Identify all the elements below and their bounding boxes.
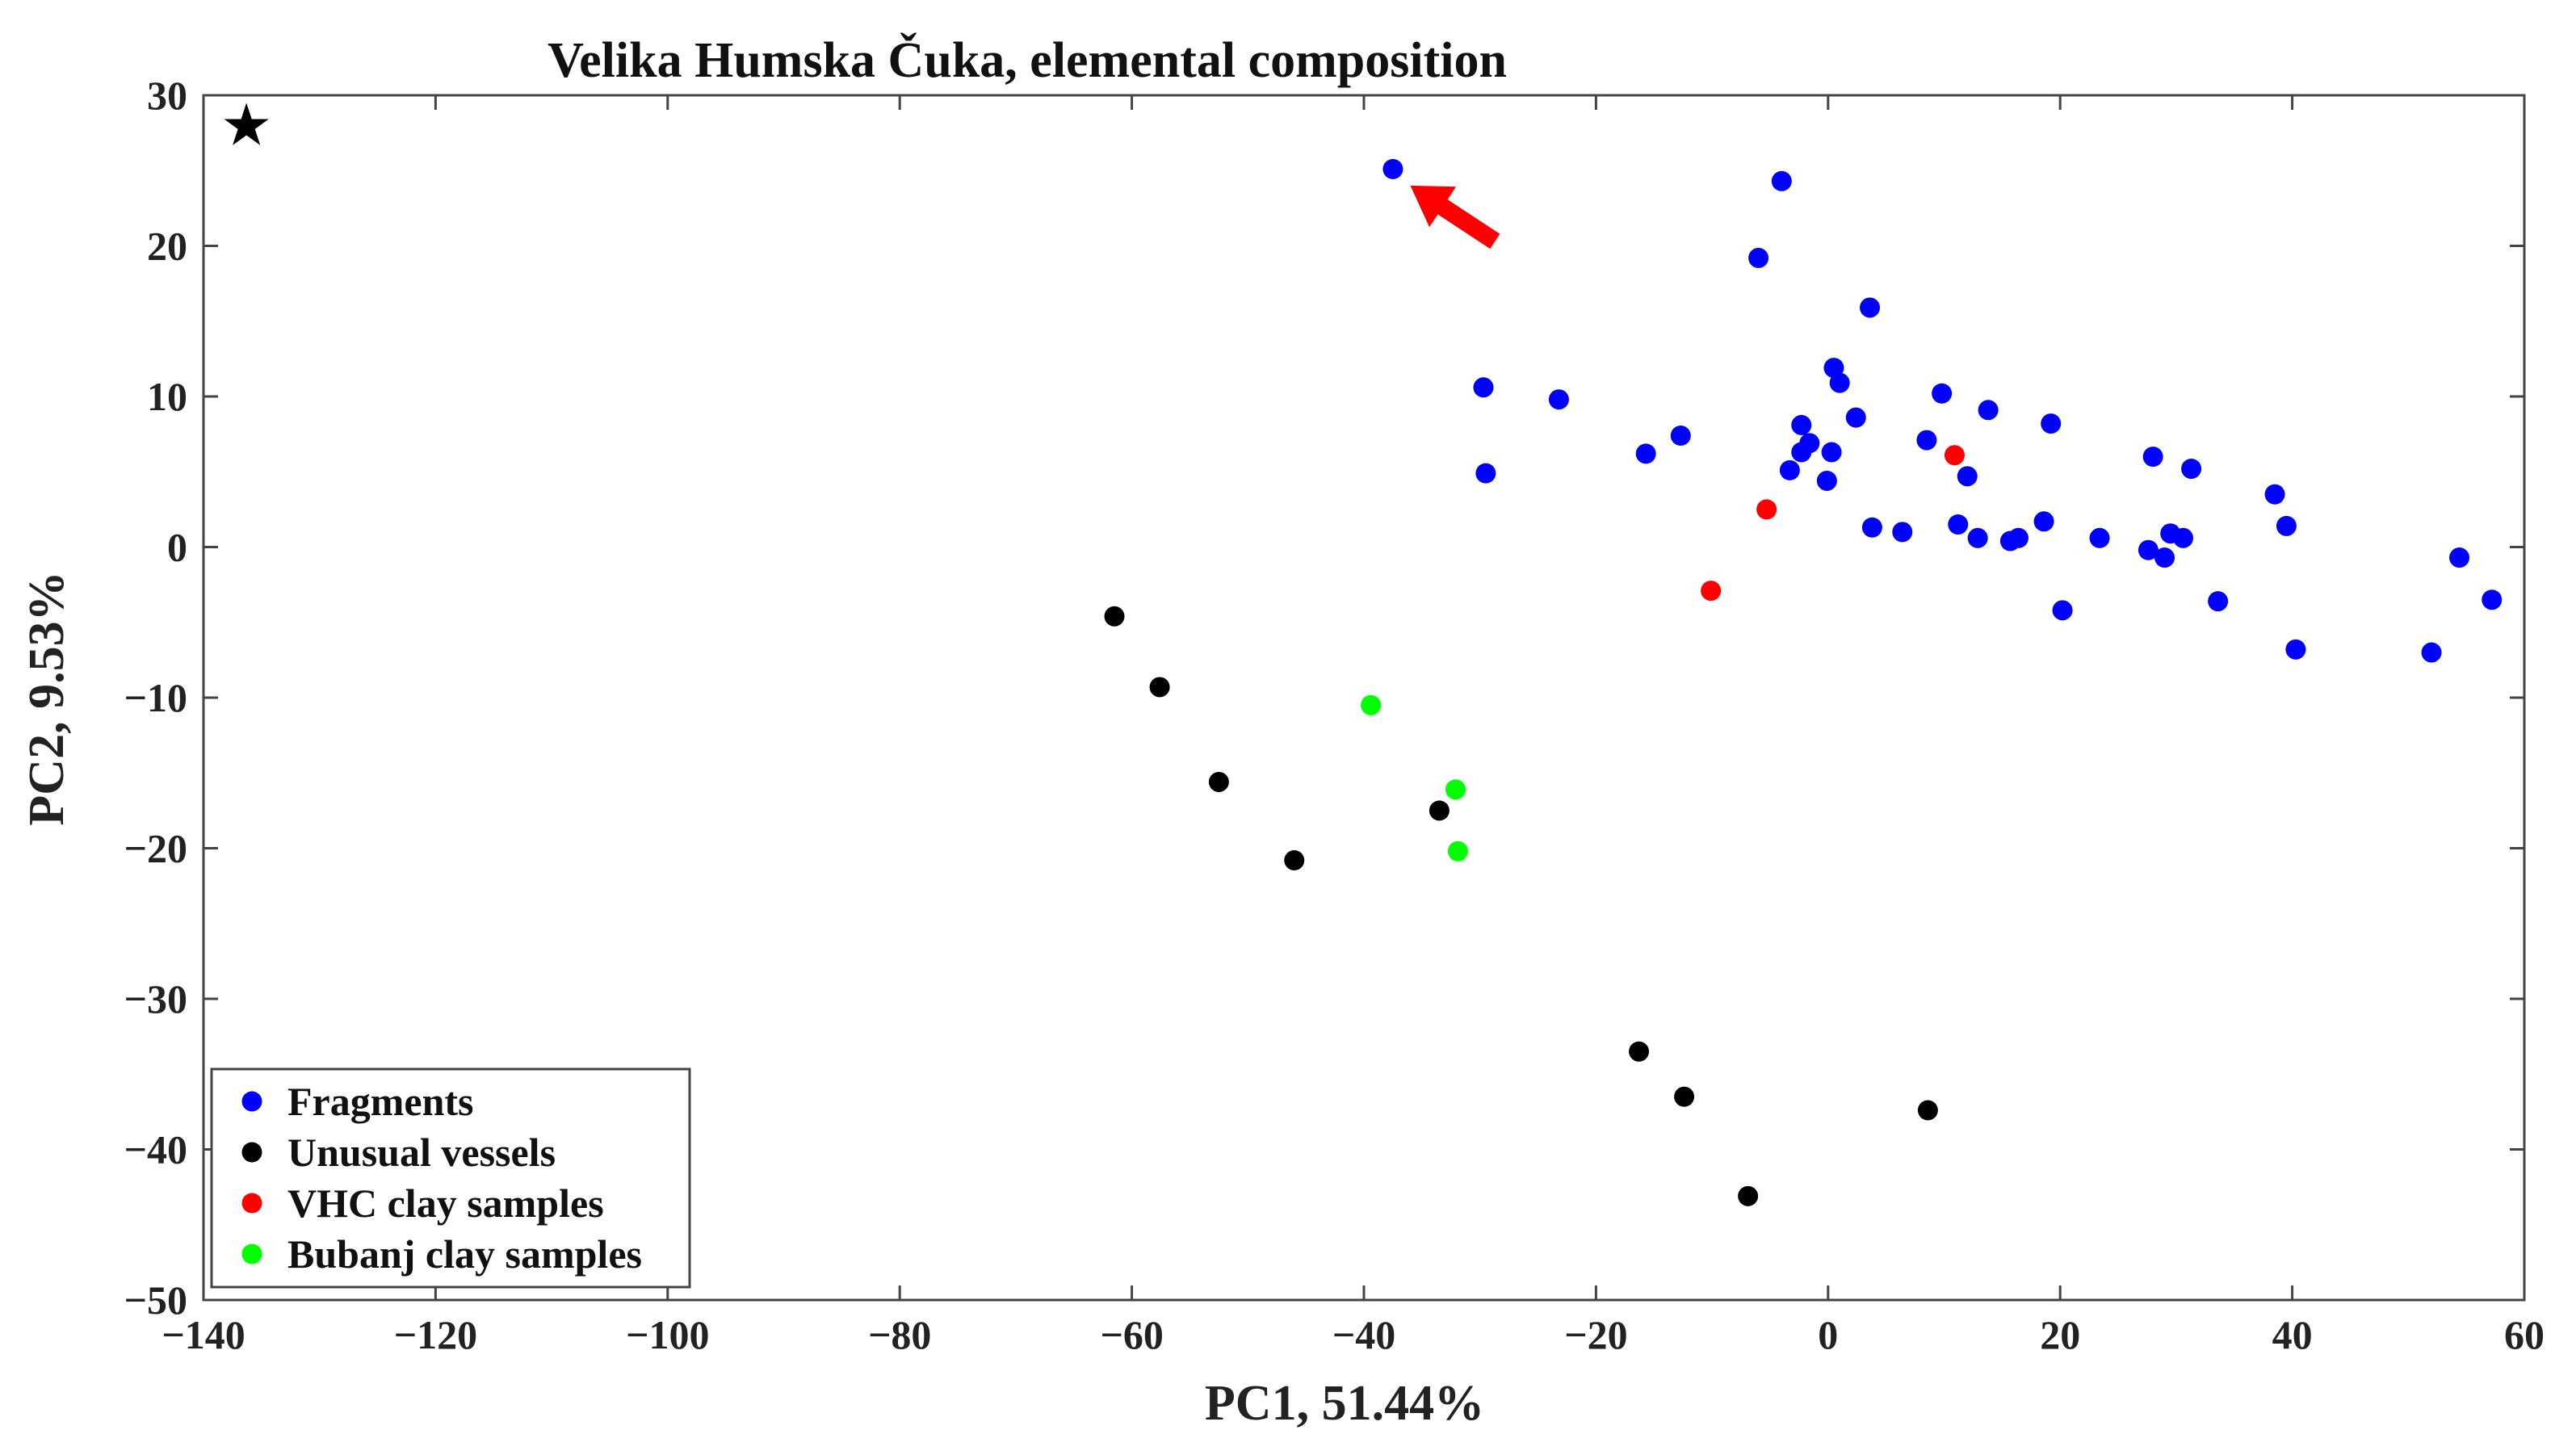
point-fragments [1845,407,1866,428]
point-fragments [1948,514,1969,535]
point-unusual-vessels [1738,1185,1759,1206]
point-fragments [1799,433,1820,454]
point-fragments [2421,642,2442,663]
point-fragments [1548,389,1569,410]
point-fragments [2173,527,2194,548]
arrow-icon [1410,185,1500,250]
point-fragments [2208,591,2229,612]
legend-label: Bubanj clay samples [287,1231,642,1277]
point-fragments [1771,170,1792,191]
point-bubanj-clay-samples [1361,694,1382,715]
x-tick-label: −100 [626,1312,710,1357]
y-tick-label: −40 [124,1127,188,1172]
point-fragments [2181,459,2202,480]
point-fragments [2138,539,2159,560]
point-fragments [1748,247,1769,268]
point-fragments [1670,425,1691,446]
point-unusual-vessels [1917,1100,1938,1121]
point-fragments [1967,527,1988,548]
point-fragments [2041,413,2062,434]
y-tick-label: 20 [147,224,187,269]
legend-label: Unusual vessels [287,1130,556,1175]
point-fragments [1779,459,1800,480]
annotations: ★ [220,90,1500,250]
y-axis-label: PC2, 9.53% [19,571,74,825]
legend-marker [241,1243,262,1264]
y-tick-label: −10 [124,675,188,720]
point-fragments [2154,547,2175,568]
x-tick-label: 60 [2504,1312,2545,1357]
axis-tick-labels: −140 −120 −100 −80 −60 −40 −20 0 20 40 60−50−40−30… [124,73,2545,1357]
axis-ticks [202,94,2526,1302]
point-fragments [2089,527,2110,548]
point-vhc-clay-samples [1701,581,1722,602]
point-fragments [1382,158,1403,179]
legend-marker [241,1193,262,1214]
point-fragments [2449,547,2470,568]
y-tick-label: −30 [124,976,188,1021]
x-tick-label: −40 [1332,1312,1396,1357]
point-unusual-vessels [1674,1086,1695,1107]
x-tick-label: −140 [162,1312,245,1357]
point-fragments [1916,430,1937,451]
point-fragments [1957,466,1978,487]
point-fragments [2482,589,2503,610]
point-fragments [1932,383,1953,404]
y-tick-label: 0 [167,525,187,570]
point-fragments [2008,527,2028,548]
point-fragments [1816,470,1837,491]
point-fragments [1791,414,1812,435]
point-vhc-clay-samples [1756,499,1777,520]
point-fragments [1475,463,1496,484]
legend-marker [241,1091,262,1112]
legend-marker [241,1142,262,1163]
chart-title: Velika Humska Čuka, elemental compositio… [548,33,1507,88]
point-unusual-vessels [1629,1041,1650,1062]
point-unusual-vessels [1429,800,1450,821]
point-unusual-vessels [1149,677,1170,698]
point-fragments [1473,377,1494,398]
x-axis-label: PC1, 51.44% [1205,1376,1484,1431]
point-fragments [2033,511,2054,532]
y-tick-label: 10 [147,374,187,419]
point-unusual-vessels [1284,849,1305,870]
point-unusual-vessels [1208,771,1229,792]
legend: Fragments Unusual vessels VHC clay samples… [210,1067,691,1289]
point-fragments [2285,639,2306,660]
legend-label: Fragments [287,1079,474,1124]
x-tick-label: −20 [1564,1312,1628,1357]
point-fragments [2276,515,2297,536]
point-vhc-clay-samples [1944,445,1965,466]
point-fragments [2052,600,2073,621]
x-tick-label: −120 [394,1312,478,1357]
legend-box [210,1067,691,1289]
x-tick-label: 0 [1818,1312,1838,1357]
point-unusual-vessels [1104,606,1125,627]
x-tick-label: 20 [2040,1312,2080,1357]
point-fragments [1829,372,1850,393]
x-tick-label: −80 [868,1312,932,1357]
point-fragments [1861,517,1882,538]
point-fragments [1978,400,1999,421]
point-fragments [1635,443,1656,464]
point-bubanj-clay-samples [1447,841,1468,862]
y-tick-label: 30 [147,73,187,118]
point-bubanj-clay-samples [1445,779,1466,800]
point-fragments [1860,297,1881,318]
x-tick-label: 40 [2272,1312,2313,1357]
star-icon: ★ [220,90,273,158]
y-tick-label: −20 [124,826,188,871]
data-points [1104,158,2503,1206]
point-fragments [2264,484,2285,505]
point-fragments [2142,447,2163,468]
point-fragments [1892,522,1913,543]
point-fragments [1821,442,1842,463]
y-tick-label: −50 [124,1277,188,1323]
legend-label: VHC clay samples [287,1181,604,1226]
x-tick-label: −60 [1100,1312,1164,1357]
